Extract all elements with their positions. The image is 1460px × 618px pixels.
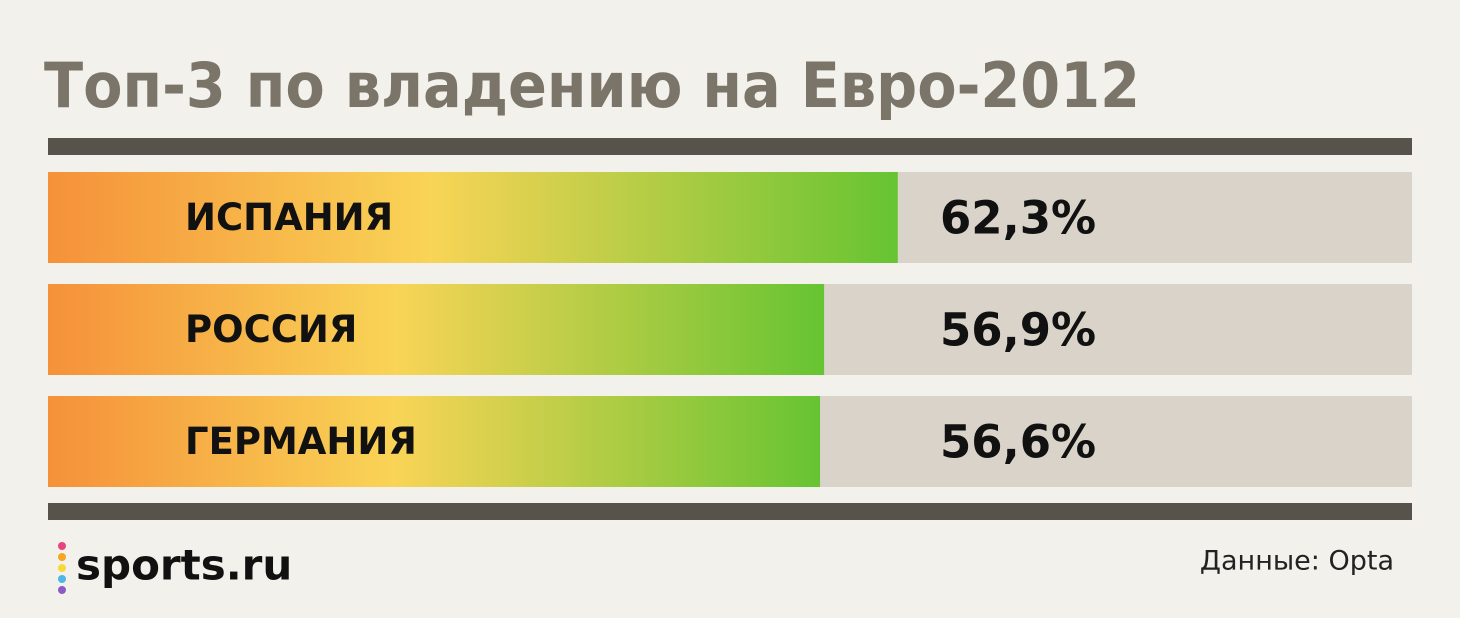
value-label: 62,3% (940, 192, 1096, 245)
category-label: РОССИЯ (185, 308, 357, 351)
bottom-rule (48, 503, 1412, 520)
logo-dots (58, 542, 66, 594)
category-label: ГЕРМАНИЯ (185, 420, 417, 463)
bar (48, 284, 825, 375)
bar (48, 172, 898, 263)
value-label: 56,6% (940, 416, 1096, 469)
source: Данные: Opta (1200, 546, 1394, 577)
bar (48, 396, 821, 487)
top-rule (48, 138, 1412, 155)
category-label: ИСПАНИЯ (185, 196, 393, 239)
logo: sports.ru (76, 541, 292, 590)
value-label: 56,9% (940, 304, 1096, 357)
chart-title: Топ-3 по владению на Евро-2012 (44, 49, 1140, 122)
